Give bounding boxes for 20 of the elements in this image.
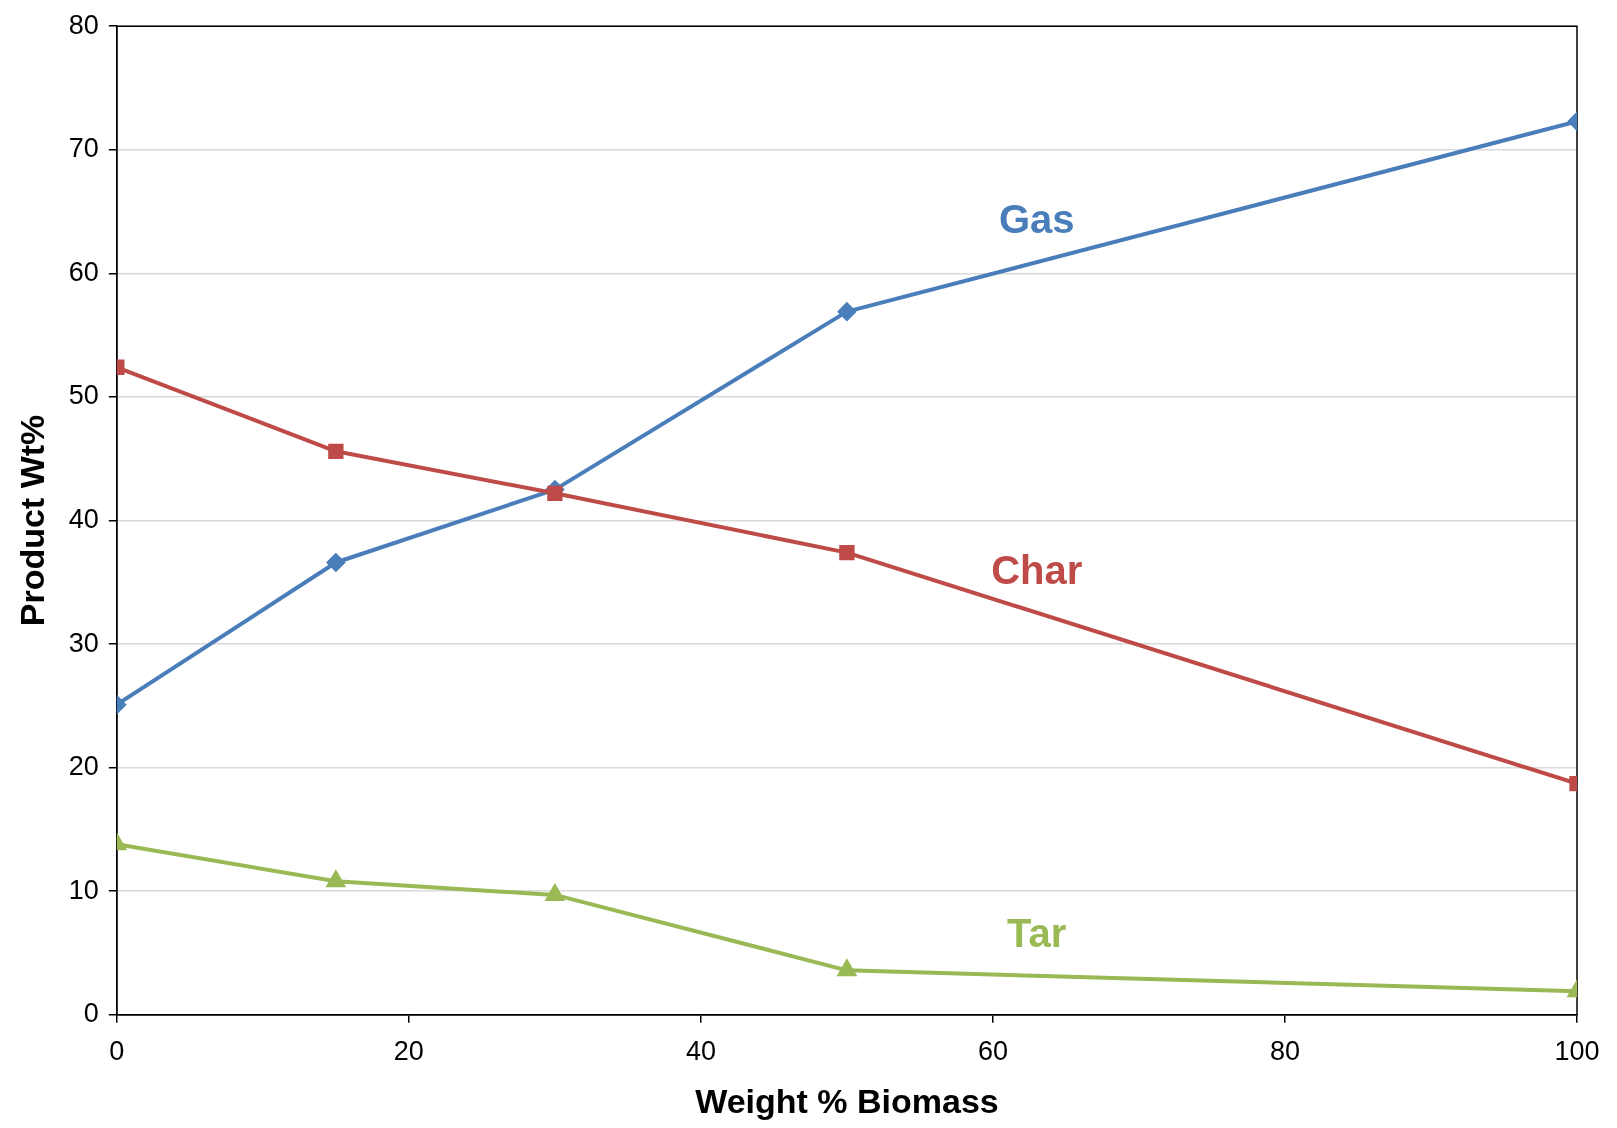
y-axis-title: Product Wt% bbox=[12, 414, 51, 627]
y-tick-label: 20 bbox=[68, 751, 99, 782]
y-tick-label: 50 bbox=[68, 380, 99, 411]
x-axis-title: Weight % Biomass bbox=[695, 1081, 999, 1120]
series-label: Gas bbox=[998, 197, 1075, 242]
y-tick-label: 60 bbox=[68, 256, 99, 287]
x-tick-label: 100 bbox=[1554, 1036, 1600, 1067]
x-tick-label: 80 bbox=[1269, 1036, 1300, 1067]
y-tick-label: 0 bbox=[83, 998, 99, 1029]
series-label: Tar bbox=[1007, 910, 1067, 955]
y-tick-label: 40 bbox=[68, 503, 99, 534]
series-label: Char bbox=[991, 547, 1083, 592]
x-tick-label: 20 bbox=[393, 1036, 424, 1067]
y-tick-label: 70 bbox=[68, 133, 99, 164]
x-tick-label: 0 bbox=[109, 1036, 125, 1067]
y-tick-label: 30 bbox=[68, 627, 99, 658]
y-tick-label: 80 bbox=[68, 9, 99, 40]
y-tick-label: 10 bbox=[68, 874, 99, 905]
x-tick-label: 40 bbox=[685, 1036, 716, 1067]
x-tick-label: 60 bbox=[977, 1036, 1008, 1067]
